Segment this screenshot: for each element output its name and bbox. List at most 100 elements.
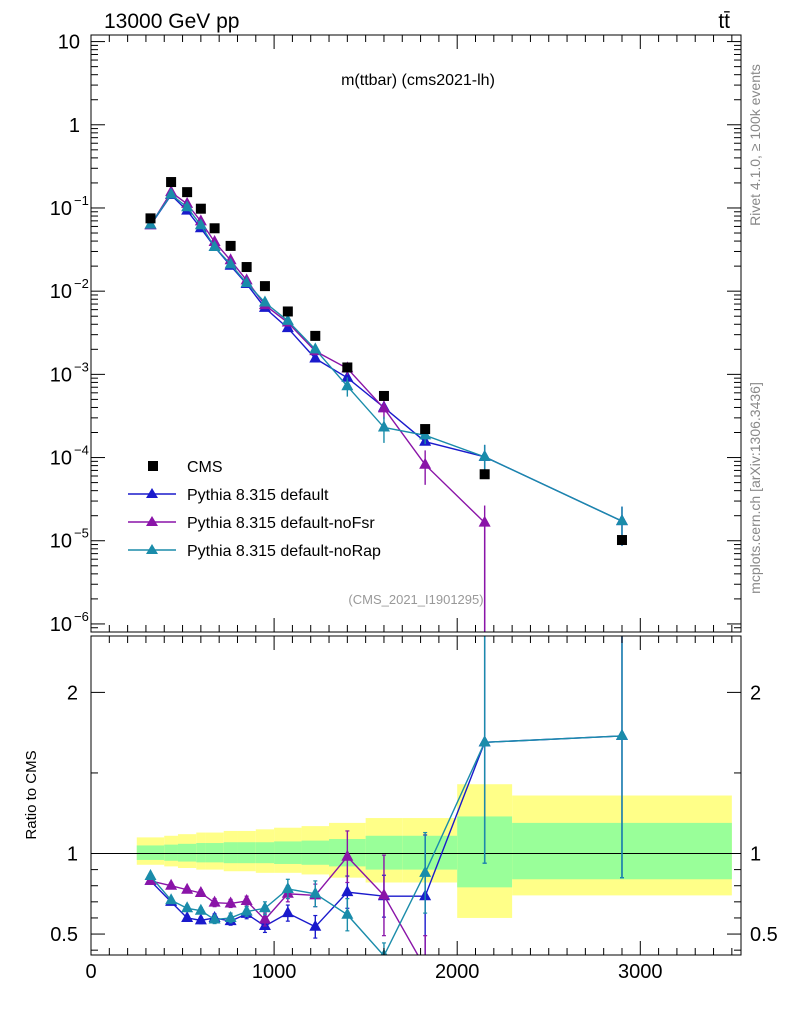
y-tick-label: 10 xyxy=(50,364,72,386)
band-inner-bin xyxy=(205,843,224,863)
ratio-marker-noRap xyxy=(181,901,194,913)
marker-noRap xyxy=(208,239,221,251)
energy-label: 13000 GeV pp xyxy=(104,10,239,33)
x-tick-label: 0 xyxy=(85,961,96,983)
y-tick-label: 1 xyxy=(69,115,80,137)
marker-noRap xyxy=(194,218,207,230)
band-inner-bin xyxy=(164,844,178,861)
ratio-marker-noFsr xyxy=(240,894,253,906)
ratio-marker-noRap xyxy=(309,886,322,898)
y-tick-exponent: −5 xyxy=(74,526,89,541)
y-tick-label: 10 xyxy=(50,448,72,470)
ratio-marks xyxy=(144,636,628,972)
band-inner-bin xyxy=(301,840,330,865)
marker-noRap xyxy=(615,514,628,526)
ratio-marker-default xyxy=(281,906,294,918)
y-tick-label: 10 xyxy=(50,281,72,303)
band-inner-bin xyxy=(196,843,206,863)
data-point-cms xyxy=(209,223,220,234)
legend-marker-norap xyxy=(146,544,158,554)
data-point-cms xyxy=(420,424,431,435)
marker-noRap xyxy=(258,295,271,307)
ratio-y-tick-label-right: 1 xyxy=(750,844,761,866)
data-point-cms xyxy=(225,240,236,251)
y-tick-exponent: −4 xyxy=(74,443,89,458)
marker-noRap xyxy=(240,276,253,288)
ratio-marker-noFsr xyxy=(341,849,354,861)
main-frame xyxy=(90,34,742,633)
y-tick-exponent: −6 xyxy=(74,609,89,624)
process-label: tt̄ xyxy=(718,10,730,33)
marker-noFsr xyxy=(419,457,432,469)
ratio-marker-noRap xyxy=(615,728,628,740)
ratio-y-tick-label-right: 0.5 xyxy=(750,924,778,946)
ratio-y-tick-label: 2 xyxy=(67,682,78,704)
band-inner-bin xyxy=(402,835,458,870)
data-point-cms xyxy=(166,177,177,188)
marker-default xyxy=(341,370,354,382)
legend: CMS Pythia 8.315 default Pythia 8.315 de… xyxy=(128,459,381,560)
y-tick-label: 10 xyxy=(50,531,72,553)
ratio-marker-noFsr xyxy=(258,912,271,924)
ratio-marker-noRap xyxy=(341,907,354,919)
ratio-marker-noRap xyxy=(208,912,221,924)
ratio-marker-noRap xyxy=(240,904,253,916)
ratio-marker-noRap xyxy=(165,893,178,905)
marker-noRap xyxy=(281,313,294,325)
marker-noRap xyxy=(165,187,178,199)
side-mcplots-label: mcplots.cern.ch [arXiv:1306.3436] xyxy=(747,382,763,594)
x-tick-label: 1000 xyxy=(252,961,297,983)
band-inner-bin xyxy=(255,842,275,864)
marker-noRap xyxy=(181,200,194,212)
y-tick-label: 10 xyxy=(50,614,72,636)
data-point-cms xyxy=(145,213,156,224)
side-rivet-label: Rivet 4.1.0, ≥ 100k events xyxy=(747,64,763,226)
legend-marker-nofsr xyxy=(146,516,158,526)
data-point-cms xyxy=(310,330,321,341)
legend-marker-cms xyxy=(148,461,158,471)
data-point-cms xyxy=(282,306,293,317)
ratio-marker-noRap xyxy=(194,903,207,915)
legend-label-default: Pythia 8.315 default xyxy=(187,487,329,504)
plot-title: m(ttbar) (cms2021-lh) xyxy=(341,72,495,89)
data-point-cms xyxy=(342,362,353,373)
legend-label-norap: Pythia 8.315 default-noRap xyxy=(187,543,381,560)
marker-noRap xyxy=(341,379,354,391)
data-point-cms xyxy=(479,469,490,480)
ratio-y-tick-label-right: 2 xyxy=(750,682,761,704)
ratio-marker-noFsr xyxy=(181,882,194,894)
ratio-marker-noFsr xyxy=(194,885,207,897)
ratio-ticks: 0.5 0.5 1 1 2 2 0 1000 2000 3000 xyxy=(50,636,778,983)
ratio-marker-noRap xyxy=(258,901,271,913)
ratio-marker-noFsr xyxy=(377,888,390,900)
legend-marker-default xyxy=(146,488,158,498)
x-tick-label: 2000 xyxy=(435,961,480,983)
ratio-panel: 0.5 0.5 1 1 2 2 0 1000 2000 3000 Ratio to CMS xyxy=(23,635,778,983)
y-tick-exponent: −1 xyxy=(74,193,89,208)
main-marks xyxy=(144,177,628,632)
data-point-cms xyxy=(378,390,389,401)
ratio-frame xyxy=(90,635,742,956)
y-tick-label: 10 xyxy=(58,32,80,54)
ratio-marker-default xyxy=(309,919,322,931)
marker-noRap xyxy=(224,257,237,269)
y-tick-label: 10 xyxy=(50,198,72,220)
ratio-marker-noFsr xyxy=(208,895,221,907)
watermark: (CMS_2021_I1901295) xyxy=(348,592,483,607)
marker-noFsr xyxy=(377,401,390,413)
marker-noRap xyxy=(309,342,322,354)
ratio-marker-noRap xyxy=(144,869,157,881)
ratio-marker-noFsr xyxy=(419,961,431,972)
y-tick-exponent: −2 xyxy=(74,276,89,291)
band-inner-bin xyxy=(177,843,197,862)
x-tick-label: 3000 xyxy=(618,961,663,983)
data-point-cms xyxy=(259,281,270,292)
ratio-marker-noRap xyxy=(419,865,432,877)
y-tick-exponent: −3 xyxy=(74,359,89,374)
ratio-marker-noRap xyxy=(224,910,237,922)
band-inner-bin xyxy=(223,842,238,864)
ratio-ylabel: Ratio to CMS xyxy=(23,750,40,839)
marker-noFsr xyxy=(478,515,491,527)
